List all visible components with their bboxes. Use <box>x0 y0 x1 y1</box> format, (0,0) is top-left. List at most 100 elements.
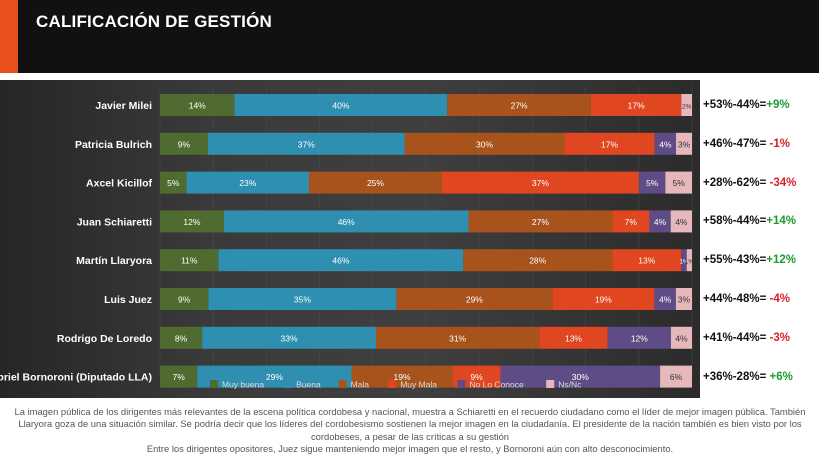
data-label: 35% <box>294 295 311 305</box>
data-label: 23% <box>239 178 256 188</box>
bar-segment <box>186 171 309 194</box>
summary-equation: +53%-44%= <box>703 99 767 111</box>
data-label: 46% <box>332 256 349 266</box>
bar-segment <box>681 249 687 272</box>
data-label: 17% <box>628 101 645 111</box>
summary-difference: -1% <box>766 137 790 150</box>
data-label: 46% <box>338 217 355 227</box>
bar-segment <box>681 94 692 116</box>
summary-column: +53%-44%=+9% +46%-47%= -1% +28%-62%= -34% +… <box>703 80 819 398</box>
bar-segment <box>463 249 613 272</box>
legend-swatch <box>338 380 347 388</box>
data-label: 4% <box>675 217 688 227</box>
bar-segment <box>207 132 405 155</box>
data-label: 30% <box>476 139 493 149</box>
category-label: Juan Schiaretti <box>77 216 152 228</box>
stacked-bar-chart: Javier Milei 14% 40% 27% 17% 2% Patricia Bulri… <box>0 86 695 390</box>
summary-row: +58%-44%=+14% <box>703 212 796 230</box>
bar-segment <box>234 94 448 116</box>
data-label: 9% <box>178 295 191 305</box>
bar-segment <box>649 210 671 233</box>
legend-label: No Lo Conoce <box>469 380 524 390</box>
bar-segment <box>564 132 655 155</box>
legend-swatch <box>457 380 466 388</box>
data-label: 13% <box>638 256 655 266</box>
bar-segment <box>351 365 453 388</box>
data-label: 37% <box>532 178 549 188</box>
bar-segment <box>160 365 198 388</box>
category-label: Gabriel Bornoroni (Diputado LLA) <box>0 372 152 384</box>
summary-difference: +6% <box>766 370 793 383</box>
data-label: 29% <box>466 295 483 305</box>
data-label: 4% <box>654 217 667 227</box>
data-label: 1% <box>685 259 695 266</box>
summary-equation: +36%-28%= <box>703 370 767 383</box>
bar-segment <box>500 365 661 388</box>
bar-segment <box>447 94 591 116</box>
data-label: 5% <box>646 178 659 188</box>
summary-row: +28%-62%= -34% <box>703 174 796 192</box>
summary-equation: +58%-44%= <box>703 215 767 228</box>
data-label: 9% <box>178 139 191 149</box>
summary-equation: +28%-62%= <box>703 176 767 189</box>
bar-segment <box>654 132 677 155</box>
data-label: 25% <box>367 178 384 188</box>
bar-segment <box>396 288 553 310</box>
legend-label: Muy Mala <box>400 380 437 390</box>
bar-segment <box>607 326 671 349</box>
legend-label: Ns/Nc <box>558 380 582 390</box>
caption-paragraph-2: Entre los dirigentes opositores, Juez si… <box>146 443 674 455</box>
bar-segment <box>197 365 352 388</box>
bar-segment <box>675 288 692 310</box>
summary-difference: -4% <box>766 293 790 305</box>
category-label: Luis Juez <box>104 294 152 306</box>
bar-segment <box>160 171 187 194</box>
bar-segment <box>676 132 692 155</box>
category-label: Axcel Kicillof <box>86 178 152 190</box>
summary-row: +44%-48%= -4% <box>703 290 790 308</box>
data-label: 19% <box>394 372 411 382</box>
bar-segment <box>160 326 203 349</box>
data-label: 40% <box>332 101 349 111</box>
summary-difference: +12% <box>766 254 797 267</box>
bar-segment <box>223 210 469 233</box>
summary-equation: +46%-47%= <box>703 137 767 150</box>
data-label: 9% <box>470 372 483 382</box>
data-label: 4% <box>659 139 672 149</box>
data-label: 30% <box>572 372 589 382</box>
category-label: Martín Llaryora <box>76 255 152 267</box>
data-label: 1% <box>679 259 689 266</box>
data-label: 28% <box>529 256 546 266</box>
bar-segment <box>665 171 692 194</box>
bar-segment <box>160 132 208 155</box>
bar-segment <box>468 210 613 233</box>
data-label: 17% <box>601 139 618 149</box>
data-label: 19% <box>595 295 612 305</box>
data-label: 2% <box>682 104 692 111</box>
caption: La imagen pública de los dirigentes más … <box>14 406 806 456</box>
data-label: 3% <box>678 295 691 305</box>
data-label: 29% <box>266 372 283 382</box>
data-label: 7% <box>625 217 638 227</box>
data-label: 6% <box>670 372 683 382</box>
category-label: Rodrigo De Loredo <box>57 333 152 345</box>
summary-row: +41%-44%= -3% <box>703 329 790 347</box>
data-label: 33% <box>281 333 298 343</box>
bar-segment <box>552 288 655 310</box>
data-label: 7% <box>172 372 185 382</box>
summary-row: +46%-47%= -1% <box>703 135 790 153</box>
data-label: 37% <box>298 139 315 149</box>
bar-segment <box>590 94 682 116</box>
data-label: 4% <box>675 333 688 343</box>
bar-segment <box>670 326 692 349</box>
summary-difference: -34% <box>766 176 797 189</box>
bar-segment <box>612 249 682 272</box>
legend-label: Mala <box>351 380 370 390</box>
data-label: 12% <box>183 217 200 227</box>
data-label: 27% <box>532 217 549 227</box>
header-bar: CALIFICACIÓN DE GESTIÓN <box>0 0 819 73</box>
bar-segment <box>612 210 650 233</box>
data-label: 3% <box>678 139 691 149</box>
bar-segment <box>686 249 692 272</box>
data-label: 31% <box>449 333 466 343</box>
